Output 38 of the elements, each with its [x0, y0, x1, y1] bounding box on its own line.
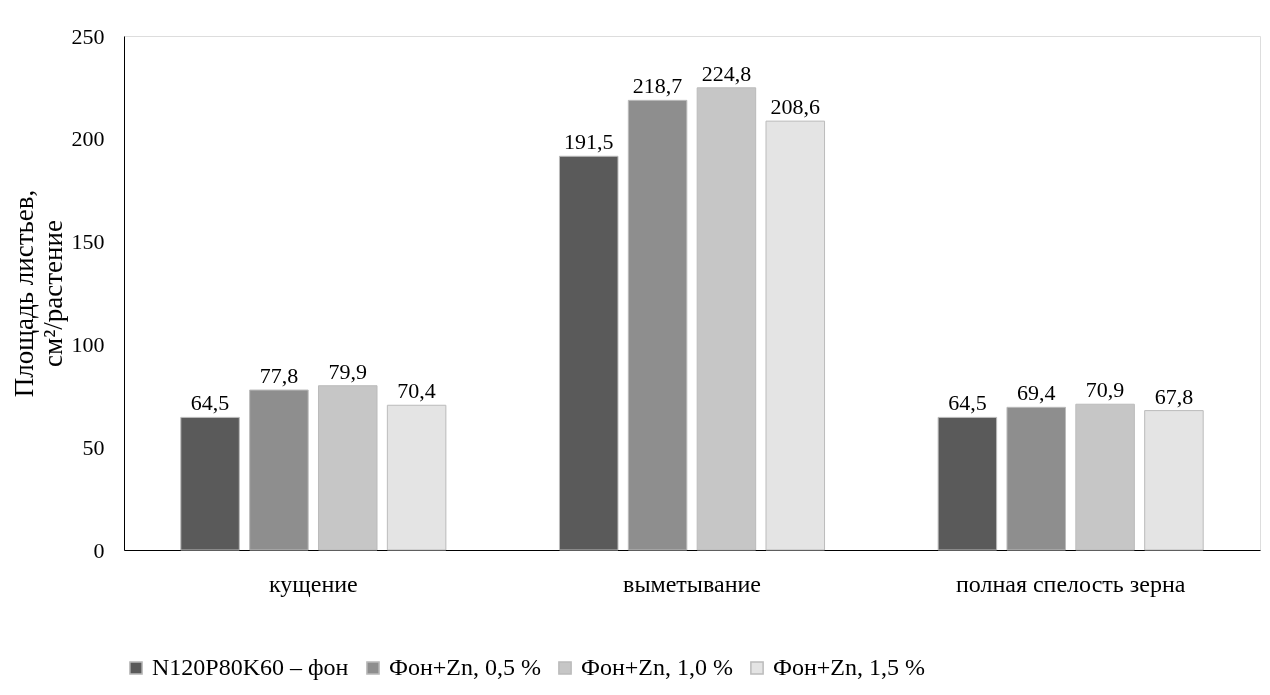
data-label: 70,9 [1085, 377, 1125, 403]
data-label: 218,7 [632, 73, 683, 99]
bar [1006, 406, 1066, 551]
data-label: 191,5 [563, 129, 614, 155]
legend-label: Фон+Zn, 0,5 % [389, 654, 541, 680]
data-label: 77,8 [259, 363, 299, 389]
y-axis-title: Площадь листьев, см²/растение [8, 189, 68, 398]
bar [696, 87, 757, 551]
bar [249, 389, 309, 551]
bar [386, 404, 447, 551]
legend-label: Фон+Zn, 1,5 % [773, 654, 925, 680]
bar [765, 120, 826, 551]
data-label: 79,9 [328, 358, 368, 384]
data-label: 67,8 [1154, 383, 1194, 409]
y-tick-label: 50 [82, 434, 105, 460]
y-tick-label: 100 [71, 331, 105, 357]
data-label: 70,4 [397, 378, 436, 404]
data-label: 224,8 [701, 60, 752, 86]
x-tick-label: полная спелость зерна [955, 570, 1186, 597]
y-tick-label: 200 [71, 126, 105, 152]
bar [180, 416, 240, 551]
bar [937, 416, 998, 551]
bar [627, 99, 688, 551]
x-tick-label: кущение [268, 570, 358, 597]
y-tick-label: 150 [71, 229, 105, 255]
data-label: 64,5 [948, 390, 987, 416]
bar [1075, 403, 1135, 551]
legend-label: Фон+Zn, 1,0 % [581, 654, 733, 680]
legend-label: N120P80K60 – фон [152, 654, 349, 680]
bar [1144, 410, 1204, 551]
bar [558, 155, 619, 551]
data-label: 64,5 [190, 390, 230, 416]
y-tick-label: 0 [93, 537, 105, 563]
data-label: 208,6 [770, 94, 821, 120]
x-tick-label: выметывание [623, 570, 761, 597]
y-tick-label: 250 [71, 23, 105, 49]
data-label: 69,4 [1016, 380, 1056, 406]
bar [318, 385, 378, 551]
